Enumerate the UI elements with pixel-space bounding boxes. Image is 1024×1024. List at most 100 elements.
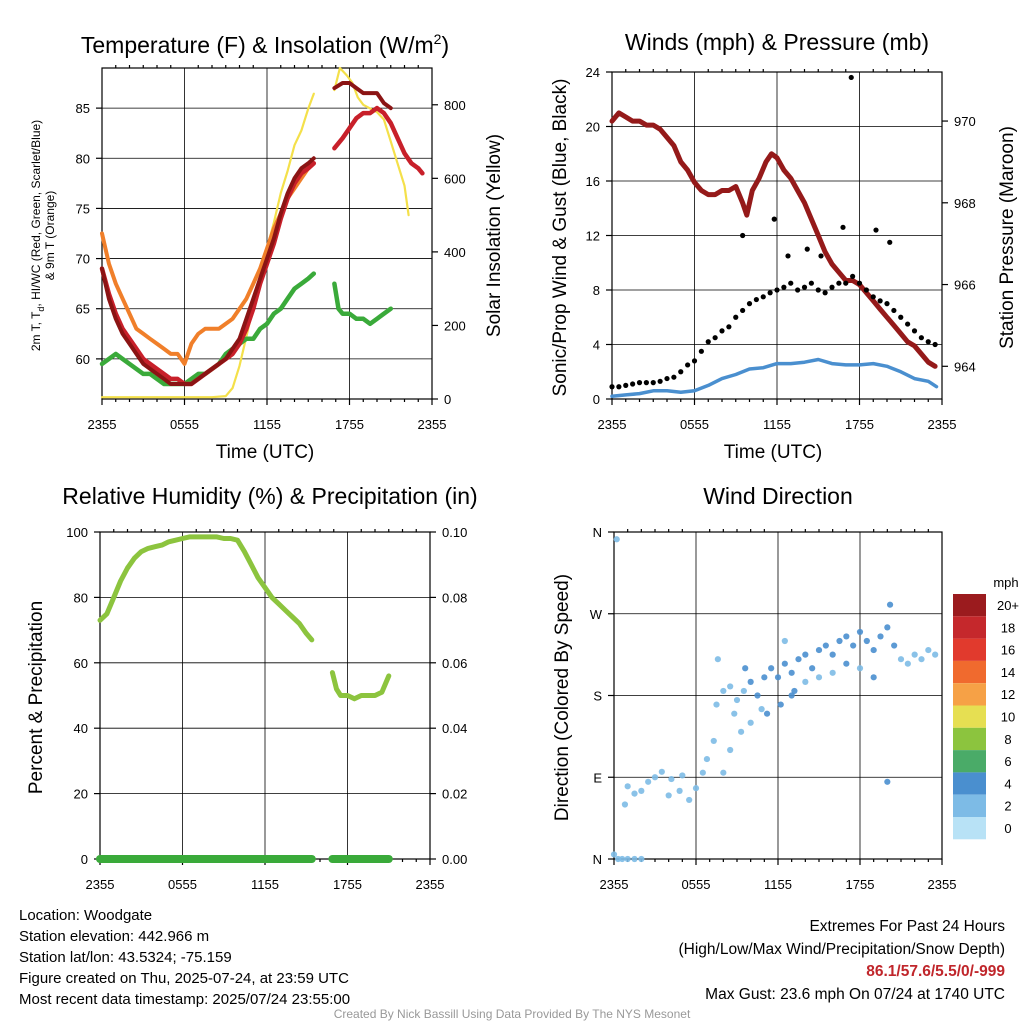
title-part: ) [441, 32, 449, 58]
direction-point [904, 660, 911, 667]
direction-point [676, 787, 683, 794]
gust-point [719, 328, 725, 334]
gust-point [650, 380, 656, 386]
heat_index-line [100, 156, 316, 386]
x-axis-label: Time (UTC) [216, 442, 315, 463]
y-right-tick-label: 0.10 [442, 525, 467, 540]
x-tick-label: 2355 [418, 417, 447, 432]
legend-label: 10 [1001, 710, 1015, 725]
direction-point [720, 687, 727, 695]
direction-point [699, 769, 706, 776]
y-right-tick-label: 0 [444, 392, 451, 407]
direction-point [802, 678, 809, 685]
chart-title: Temperature (F) & Insolation (W/m2) [81, 31, 449, 58]
gust-point [685, 362, 691, 368]
legend-label: 14 [1001, 665, 1015, 680]
legend-swatch [953, 750, 986, 773]
recent-data-text: Most recent data timestamp: 2025/07/24 2… [19, 991, 351, 1008]
direction-point [638, 855, 645, 863]
gust-point [801, 284, 808, 290]
x-tick-label: 1155 [763, 417, 791, 432]
y-right-tick-label: 600 [444, 171, 466, 186]
direction-point [870, 646, 877, 654]
direction-point [740, 687, 747, 695]
y-right-tick-label: 400 [444, 245, 466, 260]
x-tick-label: 1755 [845, 417, 874, 432]
y-right-tick-label: 800 [444, 98, 466, 113]
gust-point [753, 296, 759, 303]
direction-point [621, 801, 629, 808]
direction-point [897, 656, 905, 663]
gust-point [848, 74, 854, 81]
gust-point [733, 314, 739, 320]
direction-point [843, 633, 850, 640]
x-tick-label: 1755 [333, 877, 362, 892]
legend-swatch [953, 638, 986, 661]
direction-point [754, 692, 761, 699]
y-right-tick-label: 964 [954, 359, 976, 374]
gust-point [746, 301, 753, 307]
x-tick-label: 2355 [598, 417, 627, 432]
insolation-line [100, 92, 315, 399]
gust-point [705, 339, 711, 345]
gust-point [664, 375, 670, 382]
direction-point [761, 674, 768, 681]
x-tick-label: 1155 [253, 417, 281, 432]
gust-point [636, 380, 643, 386]
sonic-wind-line [610, 357, 939, 399]
direction-point [788, 669, 795, 676]
gust-point [740, 232, 746, 239]
credit-text: Created By Nick Bassill Using Data Provi… [333, 1007, 691, 1021]
pressure-line [609, 110, 938, 369]
direction-point [877, 633, 884, 640]
rh-line [329, 670, 392, 702]
gust-point [671, 374, 677, 380]
y-tick-label: 20 [586, 120, 600, 135]
gust-point [760, 294, 766, 300]
y-tick-label: N [593, 525, 602, 540]
direction-point [891, 642, 898, 649]
direction-point [911, 651, 918, 658]
created-text: Figure created on Thu, 2025-07-24, at 23… [19, 970, 349, 987]
y-tick-label: 60 [76, 352, 90, 367]
direction-point [815, 646, 823, 654]
y-axis-label: 2m T, Td, HI/WC (Red, Green, Scarlet/Blu… [29, 120, 46, 351]
direction-point [863, 637, 870, 645]
direction-point [613, 536, 620, 543]
y-tick-label: 8 [593, 283, 600, 298]
x-tick-label: 1155 [764, 877, 792, 892]
x-tick-label: 2355 [928, 417, 957, 432]
y-right-axis-label: Station Pressure (Maroon) [997, 126, 1018, 349]
y-right-axis-label: Solar Insolation (Yellow) [484, 134, 505, 337]
x-tick-label: 2355 [600, 877, 629, 892]
gust-point [771, 216, 777, 222]
direction-point [713, 701, 720, 708]
direction-point [918, 656, 925, 663]
y-tick-label: 100 [66, 525, 88, 540]
gust-point [804, 246, 810, 252]
direction-point [624, 855, 631, 863]
x-tick-label: 1155 [251, 877, 279, 892]
direction-point [781, 660, 788, 667]
plot-frame [611, 71, 943, 400]
direction-point [651, 774, 659, 781]
direction-point [843, 660, 850, 667]
direction-point [742, 665, 749, 672]
gust-point [815, 287, 821, 293]
title-superscript: 2 [434, 31, 442, 47]
y-axis-label: Sonic/Prop Wind & Gust (Blue, Black) [550, 79, 571, 397]
insolation-line [333, 66, 410, 217]
direction-point [856, 628, 864, 636]
direction-point [747, 678, 754, 685]
direction-point [624, 783, 631, 790]
x-tick-label: 2355 [86, 877, 115, 892]
gust-point [795, 287, 801, 293]
direction-point [856, 665, 864, 672]
x-tick-label: 0555 [170, 417, 199, 432]
plot-frame [613, 531, 943, 860]
direction-point [727, 683, 734, 690]
direction-point [925, 646, 932, 654]
gust-point [781, 284, 787, 290]
temperature-line [332, 105, 425, 176]
